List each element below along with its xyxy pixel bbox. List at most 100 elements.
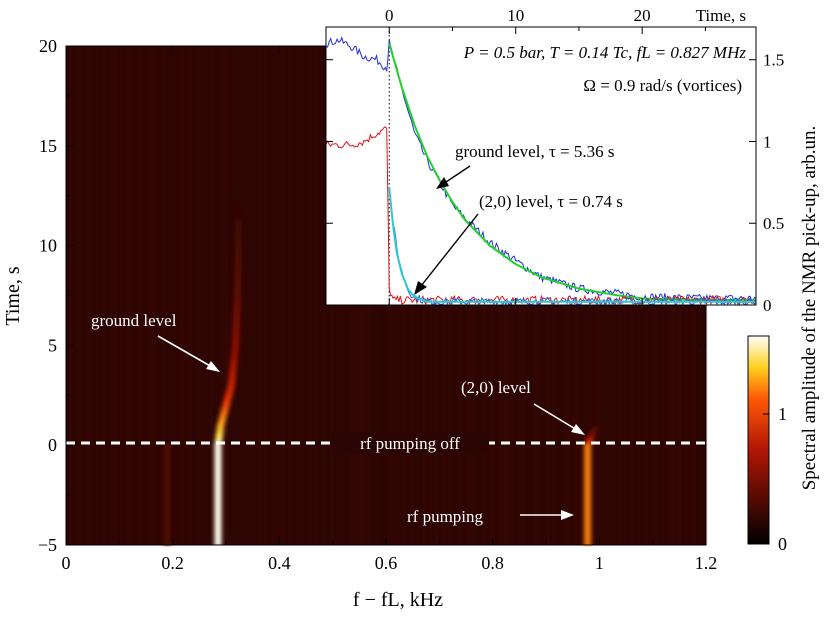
heatmap-cell (231, 347, 239, 350)
heatmap-cell (233, 309, 241, 313)
heatmap-cell (584, 475, 592, 478)
heatmap-cell (163, 483, 171, 486)
inset-info-line-2: Ω = 0.9 rad/s (vortices) (583, 76, 742, 95)
noise-column (174, 46, 177, 545)
heatmap-cell (163, 445, 171, 448)
noise-column (225, 46, 228, 545)
heatmap-cell (584, 539, 592, 542)
heatmap-cell (214, 447, 222, 450)
inset-background (326, 27, 756, 305)
heatmap-cell (229, 371, 237, 374)
heatmap-cell (234, 237, 242, 241)
noise-column (309, 46, 312, 545)
heatmap-cell (214, 525, 222, 528)
noise-column (93, 46, 96, 545)
heatmap-cell (163, 531, 171, 534)
noise-column (132, 46, 135, 545)
heatmap-cell (163, 459, 171, 462)
heatmap-cell (233, 299, 241, 303)
heatmap-cell (234, 285, 242, 289)
heatmap-cell (233, 303, 241, 307)
heatmap-cell (214, 477, 222, 480)
heatmap-cell (163, 495, 171, 498)
annotation-rf-pumping-off: rf pumping off (360, 434, 460, 453)
noise-column (216, 46, 219, 545)
heatmap-cell (214, 481, 222, 484)
heatmap-cell (235, 205, 243, 209)
heatmap-cell (214, 469, 222, 472)
noise-column (87, 46, 90, 545)
heatmap-cell (228, 381, 236, 384)
arrow-ground-level (157, 335, 213, 368)
heatmap-cell (214, 495, 222, 498)
heatmap-cell (584, 529, 592, 532)
inset-y-tick-label: 1.5 (763, 51, 784, 70)
heatmap-cell (587, 435, 595, 438)
heatmap-cell (230, 359, 238, 362)
heatmap-cell (234, 229, 242, 233)
heatmap-cell (233, 301, 241, 305)
heatmap-cell (592, 425, 600, 428)
heatmap-cell (227, 383, 235, 386)
noise-column (138, 46, 141, 545)
heatmap-cell (163, 453, 171, 456)
noise-column (189, 46, 192, 545)
heatmap-cell (163, 461, 171, 464)
heatmap-cell (584, 499, 592, 502)
heatmap-cell (215, 437, 223, 440)
noise-column (192, 46, 195, 545)
heatmap-cell (163, 451, 171, 454)
heatmap-cell (163, 535, 171, 538)
heatmap-cell (235, 209, 243, 213)
heatmap-cell (584, 483, 592, 486)
heatmap-cell (214, 523, 222, 526)
heatmap-cell (584, 479, 592, 482)
arrowhead-ground-level (206, 361, 220, 372)
noise-column (183, 46, 186, 545)
heatmap-cell (234, 275, 242, 279)
heatmap-cell (163, 447, 171, 450)
colorbar-label: Spectral amplitude of the NMR pick-up, a… (799, 126, 820, 491)
heatmap-cell (214, 451, 222, 454)
heatmap-cell (214, 519, 222, 522)
heatmap-cell (163, 457, 171, 460)
noise-column (276, 46, 279, 545)
heatmap-cell (163, 513, 171, 516)
noise-column (306, 46, 309, 545)
heatmap-cell (163, 493, 171, 496)
heatmap-cell (214, 489, 222, 492)
noise-column (153, 46, 156, 545)
heatmap-cell (163, 467, 171, 470)
heatmap-cell (163, 533, 171, 536)
noise-column (303, 46, 306, 545)
inset-series (325, 36, 757, 307)
heatmap-cell (214, 455, 222, 458)
heatmap-cell (163, 529, 171, 532)
heatmap-cell (584, 477, 592, 480)
inset-annotation-20: (2,0) level, τ = 0.74 s (479, 192, 623, 211)
noise-column (114, 46, 117, 545)
heatmap-cell (214, 537, 222, 540)
heatmap-cell (229, 367, 237, 370)
heatmap-cell (163, 465, 171, 468)
heatmap-cell (584, 501, 592, 504)
heatmap-cell (233, 297, 241, 301)
heatmap-y-axis-title: Time, s (2, 266, 24, 326)
heatmap-cell (584, 493, 592, 496)
heatmap-cell (215, 433, 223, 436)
noise-column (321, 46, 324, 545)
heatmap-cell (586, 437, 594, 440)
noise-column (198, 46, 201, 545)
heatmap-cell (217, 425, 225, 428)
heatmap-x-tick-label: 0.4 (268, 553, 291, 573)
heatmap-cell (584, 519, 592, 522)
noise-column (291, 46, 294, 545)
heatmap-cell (163, 501, 171, 504)
heatmap-cell (235, 217, 243, 221)
inset-series-line (388, 187, 756, 303)
heatmap-cell (234, 265, 242, 269)
inset-x-tick-label: 0 (385, 6, 394, 25)
heatmap-x-tick-label: 0.2 (161, 553, 184, 573)
heatmap-cell (584, 531, 592, 534)
noise-column (171, 46, 174, 545)
